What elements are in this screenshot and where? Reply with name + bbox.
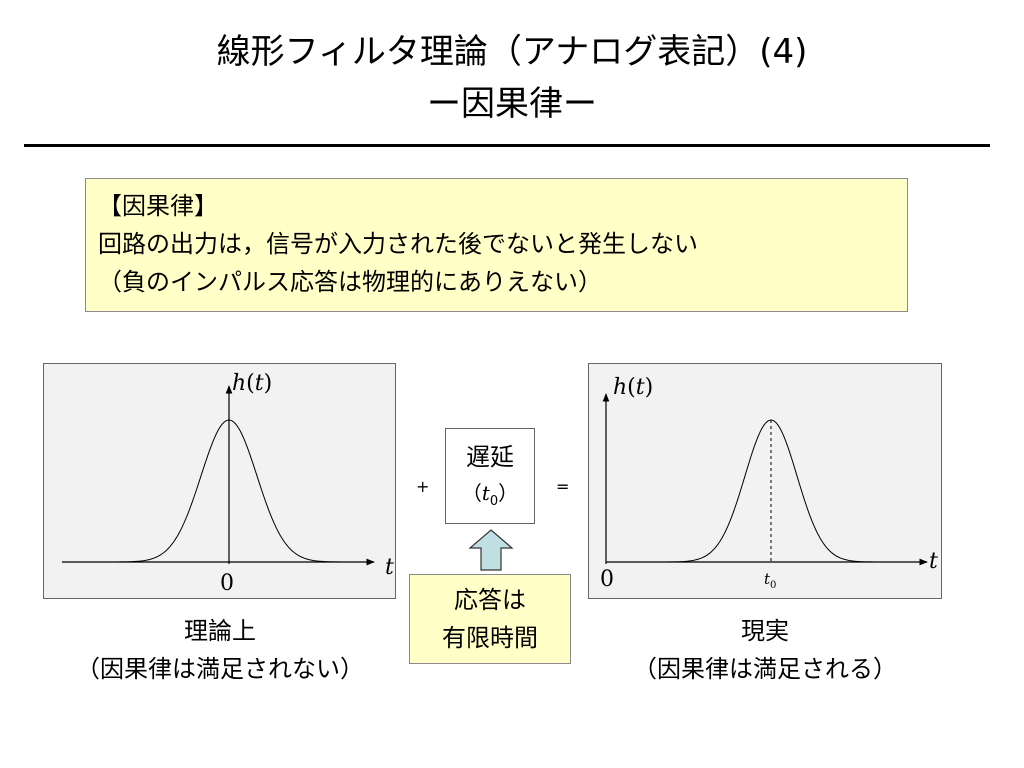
finite-note-line1: 応答は xyxy=(454,586,526,614)
y-axis-label: h(t) xyxy=(613,375,653,400)
up-arrow-icon xyxy=(468,529,514,571)
real-caption-title: 現実 xyxy=(741,617,789,645)
origin-label: 0 xyxy=(600,567,614,592)
delayed-gaussian-response-curve xyxy=(606,419,924,563)
y-axis-label: h(t) xyxy=(232,371,272,396)
delay-block: 遅延 （t0） xyxy=(445,428,535,524)
causality-definition-box: 【因果律】 回路の出力は，信号が入力された後でないと発生しない （負のインパルス… xyxy=(85,178,908,312)
x-axis-label: t xyxy=(929,549,938,574)
slide-title: 線形フィルタ理論（アナログ表記）(4) xyxy=(216,32,808,72)
delay-parameter: （t0） xyxy=(461,481,519,509)
finite-duration-note: 応答は 有限時間 xyxy=(409,574,571,664)
real-impulse-response-plot: h(t) t 0 t0 xyxy=(600,375,938,592)
slide-subtitle: ー因果律ー xyxy=(427,84,597,124)
peak-time-label: t0 xyxy=(764,570,776,591)
theory-caption-note: （因果律は満足されない） xyxy=(76,655,364,683)
real-caption-note: （因果律は満足される） xyxy=(633,655,897,683)
real-graph-panel: h(t) t 0 t0 xyxy=(588,363,942,599)
gaussian-response-curve xyxy=(62,419,374,563)
finite-note-line2: 有限時間 xyxy=(442,624,538,652)
definition-note: （負のインパルス応答は物理的にありえない） xyxy=(98,268,602,296)
x-axis-label: t xyxy=(385,555,394,580)
theory-impulse-response-plot: h(t) t 0 xyxy=(62,371,394,596)
delay-label: 遅延 xyxy=(466,443,514,471)
origin-label: 0 xyxy=(220,571,234,596)
definition-statement: 回路の出力は，信号が入力された後でないと発生しない xyxy=(98,230,698,258)
equals-operator: = xyxy=(556,477,570,496)
theory-caption-title: 理論上 xyxy=(184,617,256,645)
real-caption: 現実 （因果律は満足される） xyxy=(560,612,970,688)
title-divider xyxy=(24,144,990,147)
theory-graph-panel: h(t) t 0 xyxy=(43,363,396,599)
definition-heading: 【因果律】 xyxy=(98,192,218,220)
theory-caption: 理論上 （因果律は満足されない） xyxy=(0,612,440,688)
plus-operator: + xyxy=(416,477,430,496)
